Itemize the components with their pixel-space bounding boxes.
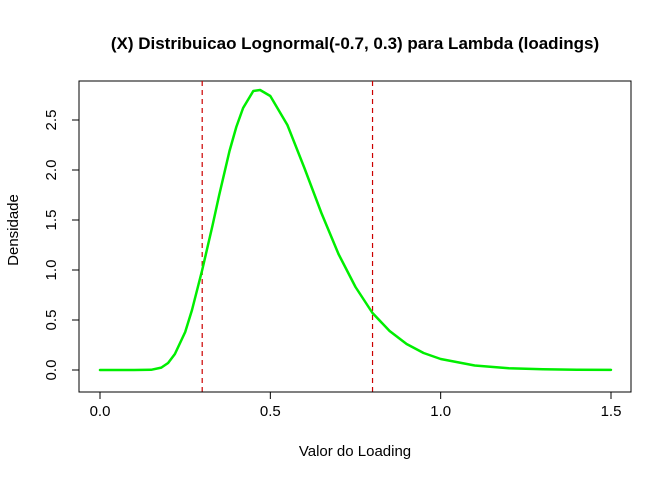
x-tick-label: 0.0 bbox=[90, 403, 111, 420]
y-axis-label: Densidade bbox=[5, 194, 22, 266]
series-line-0 bbox=[98, 88, 613, 372]
x-axis: 0.0 0.5 1.0 1.5 bbox=[90, 391, 622, 420]
x-tick-label: 1.0 bbox=[430, 403, 451, 420]
y-tick-label: 2.5 bbox=[43, 110, 60, 131]
y-tick-label: 2.0 bbox=[43, 160, 60, 181]
x-tick-label: 0.5 bbox=[260, 403, 281, 420]
chart-title: (X) Distribuicao Lognormal(-0.7, 0.3) pa… bbox=[111, 34, 599, 53]
series-group bbox=[98, 88, 613, 372]
x-tick-label: 1.5 bbox=[601, 403, 622, 420]
x-axis-label: Valor do Loading bbox=[299, 443, 411, 460]
reference-lines bbox=[201, 81, 374, 392]
y-tick-label: 0.0 bbox=[43, 360, 60, 381]
y-tick-label: 0.5 bbox=[43, 310, 60, 331]
y-tick-label: 1.5 bbox=[43, 210, 60, 231]
plot-frame bbox=[78, 80, 632, 393]
y-axis: 0.0 0.5 1.0 1.5 2.0 2.5 bbox=[43, 110, 80, 381]
y-tick-label: 1.0 bbox=[43, 260, 60, 281]
